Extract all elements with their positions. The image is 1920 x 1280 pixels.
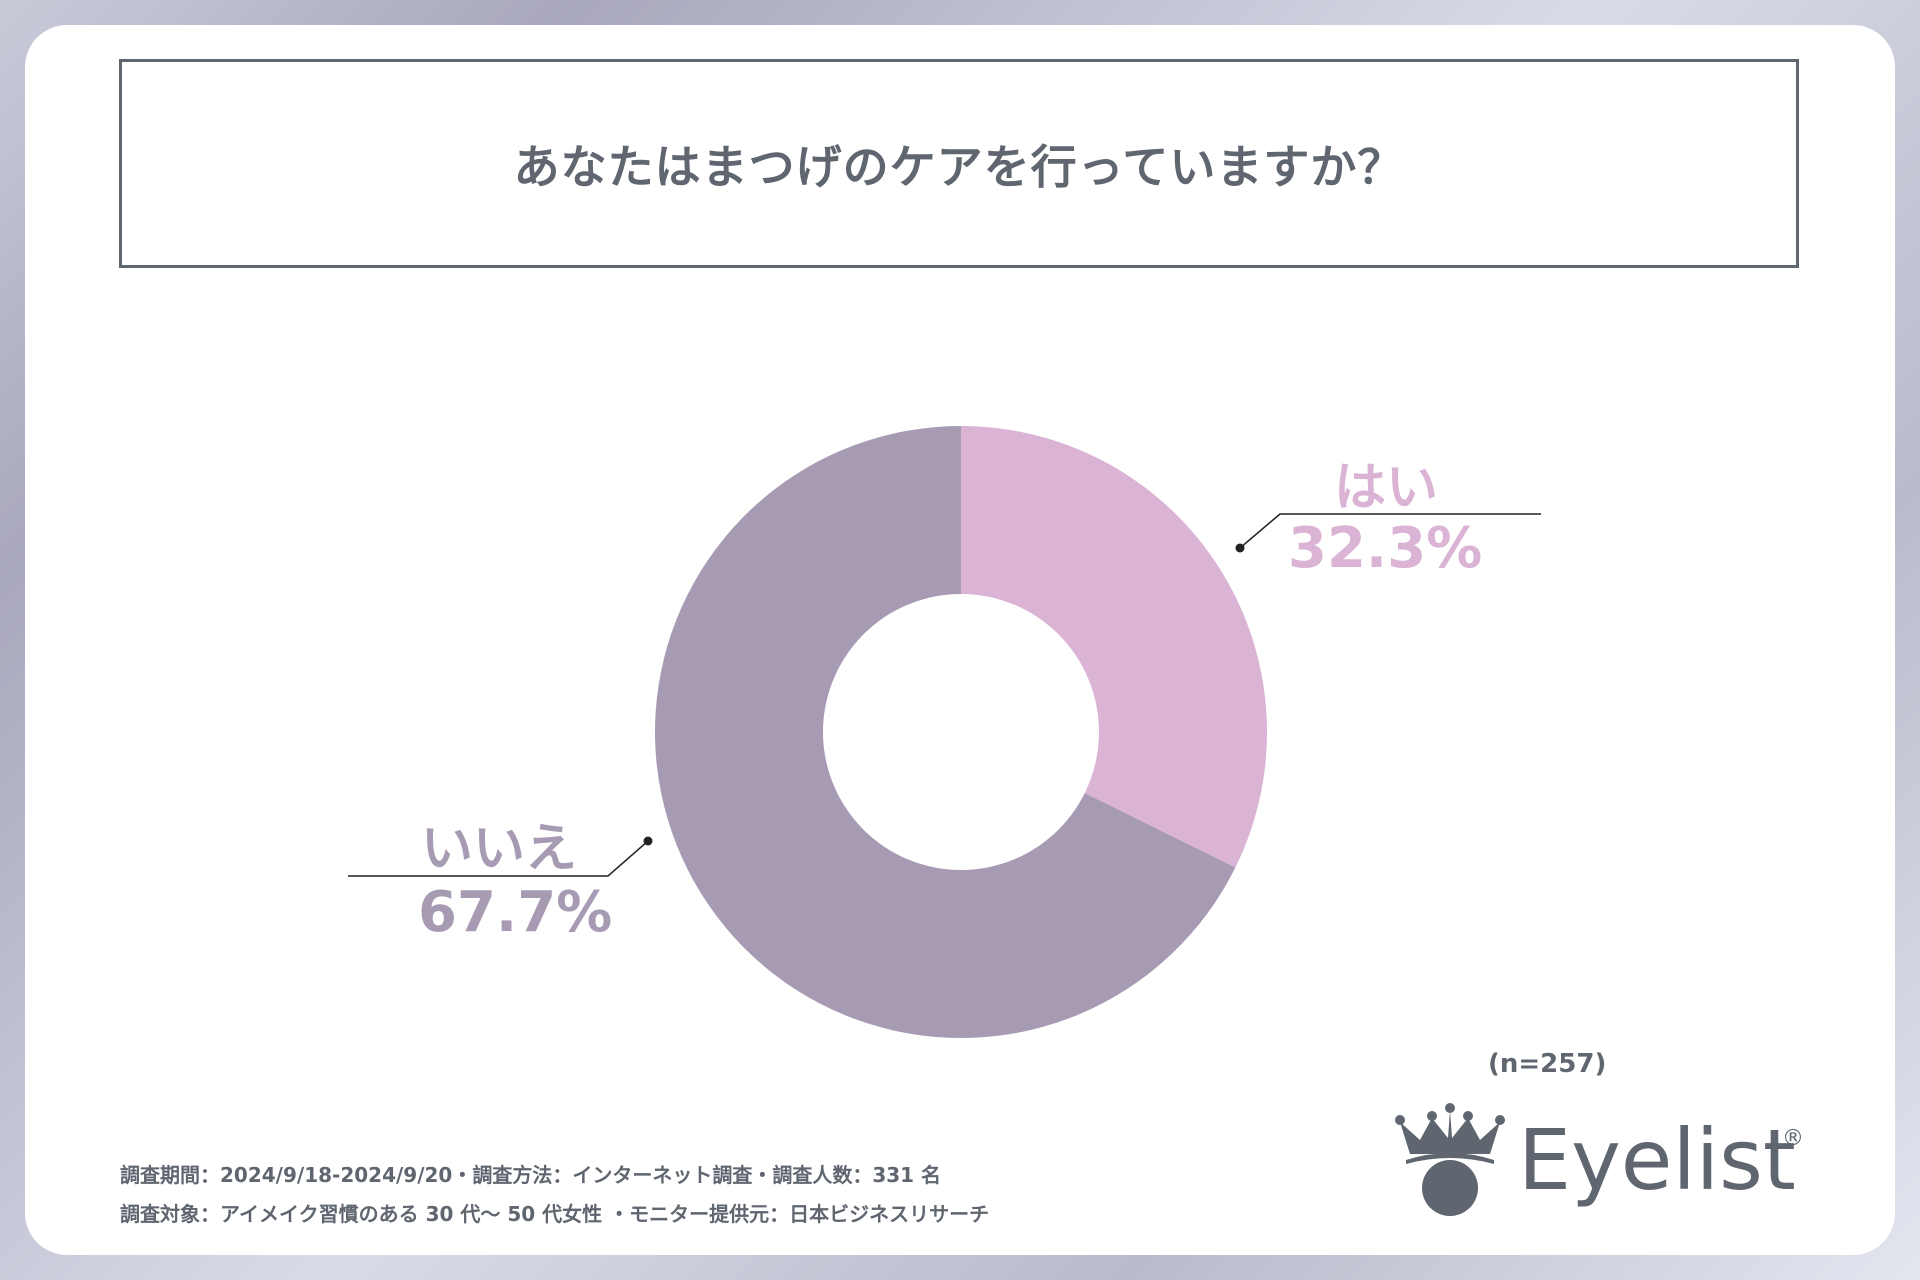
donut-hole [823,594,1099,870]
sample-size: (n=257) [1488,1049,1607,1079]
title-box: あなたはまつげのケアを行っていますか？ [119,59,1799,268]
footer-line-2: 調査対象：アイメイク習慣のある 30 代～ 50 代女性 ・モニター提供元：日本… [120,1202,990,1226]
leader-dot-no [643,836,653,846]
leader-dot-yes [1235,543,1245,553]
footer-line-1: 調査期間：2024/9/18-2024/9/20・調査方法：インターネット調査・… [120,1163,942,1187]
leader-line-yes [1239,513,1541,549]
eyelist-logo: Eyelist ® [1390,1100,1810,1220]
slice-value-no: 67.7% [418,880,613,945]
slice-value-yes: 32.3% [1288,516,1483,581]
crown-eye-icon [1395,1103,1505,1216]
slice-label-yes: はい [1334,458,1439,518]
leader-line-no [348,840,649,877]
slice-label-no: いいえ [421,819,578,879]
logo-text: Eyelist [1518,1111,1796,1209]
chart-title: あなたはまつげのケアを行っていますか？ [513,139,1405,194]
logo-registered-mark: ® [1782,1126,1804,1151]
